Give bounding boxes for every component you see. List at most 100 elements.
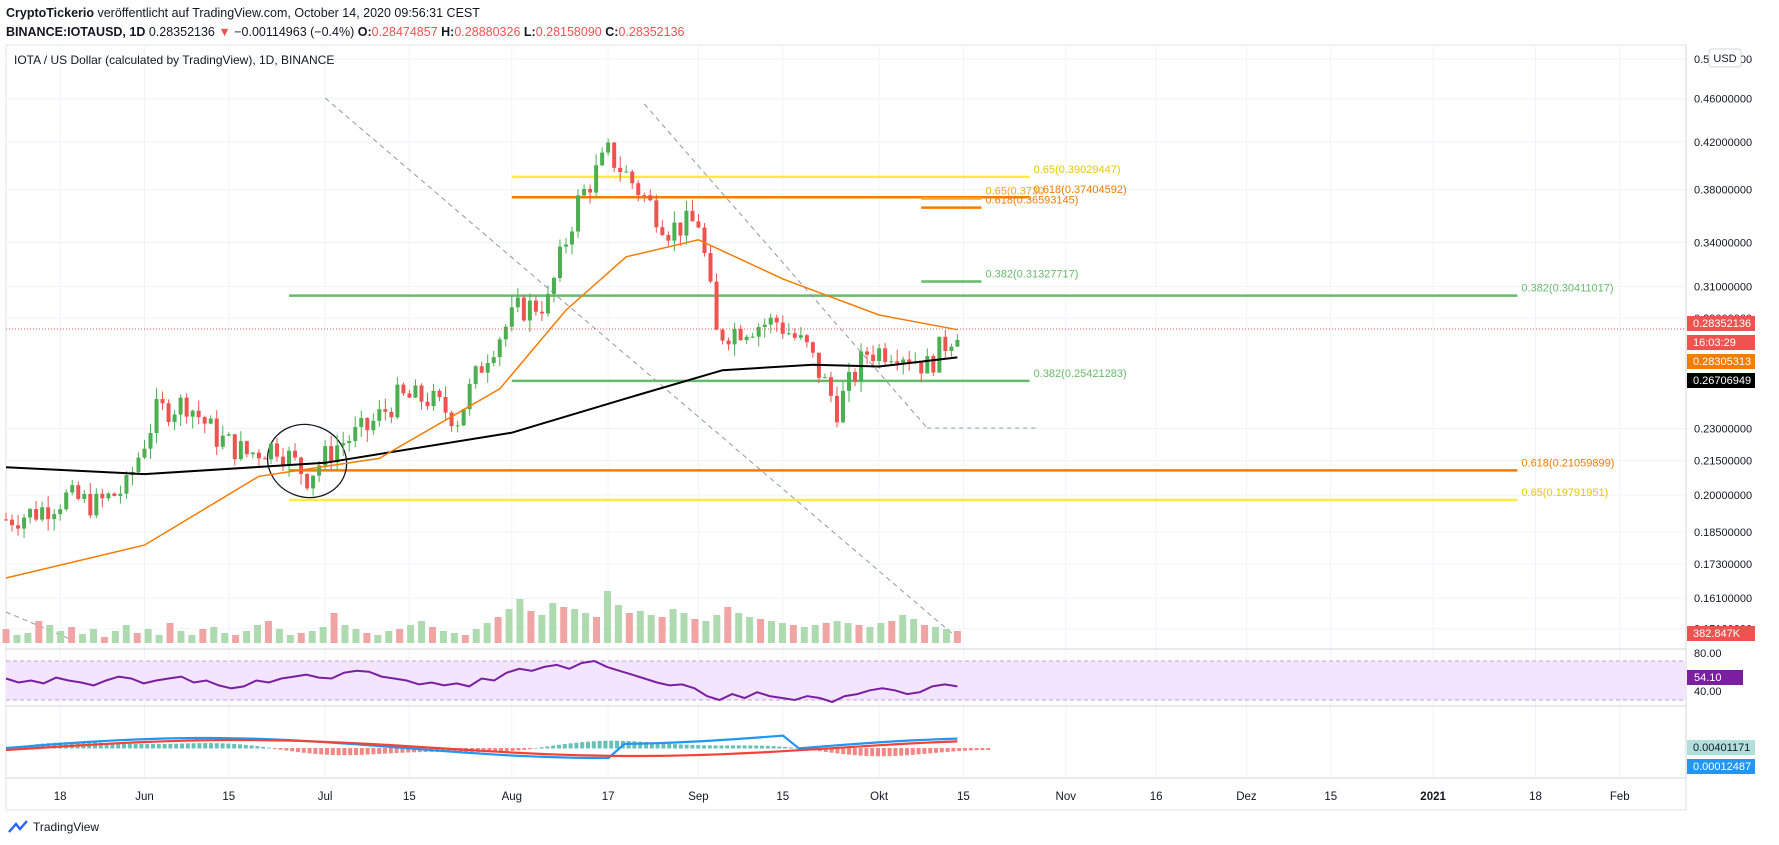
macd-hist-bar <box>348 748 353 756</box>
candle-body <box>666 235 671 241</box>
macd-hist-bar <box>841 748 846 755</box>
price-label-text: 16:03:29 <box>1693 337 1736 349</box>
candle-body <box>280 456 285 466</box>
x-tick-label: Nov <box>1056 791 1077 803</box>
candle-body <box>52 514 57 520</box>
macd-hist-bar <box>609 740 614 749</box>
y-tick-label: 0.23000000 <box>1694 424 1752 436</box>
macd-hist-bar <box>974 748 979 751</box>
candle-body <box>630 171 635 184</box>
macd-hist-bar <box>156 744 161 749</box>
candle-body <box>810 342 815 353</box>
macd-hist-bar <box>232 743 237 749</box>
candle-body <box>539 311 544 314</box>
volume-bar <box>177 631 185 643</box>
moving-averages <box>5 239 1686 579</box>
candle-body <box>521 297 526 321</box>
volume-bar <box>68 627 76 643</box>
volume-bar <box>593 617 601 643</box>
macd-hist-bar <box>777 746 782 749</box>
candle-body <box>955 339 960 347</box>
tradingview-logo[interactable]: TradingView <box>8 820 99 834</box>
volume-bar <box>527 611 535 643</box>
macd-hist-bar <box>719 745 724 749</box>
y-tick-label: 0.38000000 <box>1694 185 1752 197</box>
volume-bar <box>800 627 808 643</box>
candle-body <box>636 183 641 196</box>
currency-button[interactable]: USD <box>1708 48 1742 68</box>
x-tick-label: 17 <box>602 791 615 803</box>
time-axis[interactable]: 18 Jun 15 Jul 15 Aug 17 Sep 15 Okt 15 Nov 16 Dez 15 202… <box>54 791 1630 803</box>
candle-body <box>184 397 189 417</box>
candle-body <box>503 326 508 340</box>
candle-body <box>10 519 15 526</box>
candle-body <box>485 362 490 373</box>
volume-bar <box>450 633 458 643</box>
volume-bar <box>888 621 896 643</box>
symbol-label[interactable]: BINANCE:IOTAUSD, 1D <box>6 25 146 39</box>
macd-hist-bar <box>487 748 492 753</box>
macd-signal-line <box>5 738 958 758</box>
candle-body <box>780 322 785 334</box>
candle-body <box>299 457 304 475</box>
x-tick-label: 15 <box>957 791 970 803</box>
candle-body <box>943 336 948 352</box>
fib-level-label: 0.618(0.21059899) <box>1521 457 1614 469</box>
macd-hist-bar <box>313 748 318 754</box>
tradingview-icon <box>8 820 28 833</box>
x-tick-label: 2021 <box>1420 791 1446 803</box>
volume-bar <box>899 615 907 643</box>
candle-body <box>491 357 496 363</box>
candle-body <box>907 359 912 364</box>
candle-body <box>383 409 388 412</box>
candle-body <box>750 336 755 338</box>
macd-hist-bar <box>284 748 289 751</box>
volume-bar <box>144 629 152 643</box>
candle-body <box>533 300 538 312</box>
volume-bar <box>603 591 611 643</box>
volume-bar <box>505 609 513 643</box>
macd-hist-bar <box>307 748 312 754</box>
low-label: L: <box>523 25 536 39</box>
candle-body <box>226 434 231 436</box>
fib-level-label: 0.65(0.39029447) <box>1034 164 1121 176</box>
volume-bar <box>767 621 775 643</box>
candle-body <box>545 293 550 314</box>
volume-bar <box>953 631 961 643</box>
trend-lines <box>5 97 1036 641</box>
macd-hist-bar <box>342 748 347 756</box>
candle-body <box>353 427 358 441</box>
volume-bar <box>625 613 633 643</box>
volume-bar <box>757 619 765 643</box>
macd-hist-bar <box>522 748 527 750</box>
candle-body <box>798 335 803 338</box>
volume-bar <box>724 607 732 643</box>
macd-hist-bar <box>957 748 962 752</box>
candle-body <box>28 508 33 518</box>
candle-body <box>925 356 930 374</box>
volume-bar <box>254 625 262 643</box>
y-tick-label: 0.17300000 <box>1694 559 1752 571</box>
macd-hist-bar <box>365 748 370 755</box>
macd-hist-bar <box>493 748 498 752</box>
macd-hist-bar <box>116 743 121 749</box>
candle-body <box>437 390 442 397</box>
candle-body <box>106 493 111 499</box>
volume-bar <box>418 621 426 643</box>
macd-hist-bar <box>794 747 799 749</box>
macd-hist-bar <box>330 748 335 755</box>
candle-body <box>214 418 219 447</box>
candle-body <box>949 346 954 352</box>
volume-bar <box>210 627 218 643</box>
x-tick-label: 15 <box>403 791 416 803</box>
publisher-name[interactable]: CryptoTickerio <box>6 6 94 20</box>
candle-body <box>901 359 906 364</box>
price-label-bg <box>1687 373 1755 388</box>
y-tick-label: 0.34000000 <box>1694 238 1752 250</box>
candle-body <box>883 348 888 362</box>
volume-bar <box>330 613 338 643</box>
price-chart[interactable]: 0.65(0.39029447)0.618(0.37404592)0.65(0.… <box>0 0 1779 812</box>
macd-hist-bar <box>684 744 689 749</box>
candle-body <box>696 221 701 228</box>
volume-bar <box>374 635 382 643</box>
